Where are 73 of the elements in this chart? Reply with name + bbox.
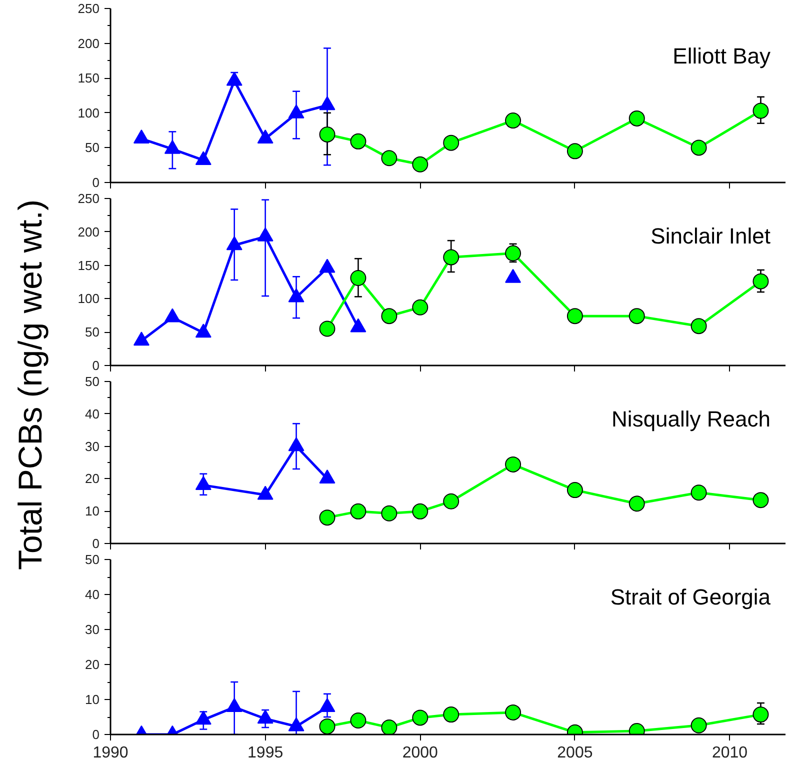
- point: [226, 236, 242, 250]
- x-tick-label: 2000: [402, 744, 438, 762]
- x-tick-label: 2005: [557, 744, 593, 762]
- y-tick-label: 40: [85, 406, 100, 422]
- point: [257, 227, 274, 242]
- text: Strait of Georgia: [610, 584, 772, 610]
- x-tick-label: 2010: [712, 744, 748, 762]
- y-tick-label: 100: [78, 105, 100, 120]
- point: [381, 505, 398, 522]
- y-tick-label: 100: [78, 291, 100, 306]
- point: [752, 492, 769, 508]
- point: [690, 318, 707, 334]
- point: [226, 72, 242, 86]
- point: [412, 156, 428, 172]
- point: [443, 493, 460, 510]
- point: [443, 134, 460, 151]
- text: Sinclair Inlet: [650, 224, 771, 248]
- y-tick-label: 50: [85, 140, 100, 156]
- point: [690, 140, 707, 156]
- y-tick-label: 0: [92, 358, 100, 373]
- y-tick-label: 20: [85, 471, 100, 486]
- y-tick-label: 50: [85, 552, 100, 567]
- y-tick-label: 40: [85, 587, 100, 602]
- y-tick-label: 200: [78, 36, 100, 51]
- point: [505, 268, 522, 283]
- point: [381, 150, 398, 166]
- point: [505, 112, 522, 129]
- point: [350, 133, 366, 150]
- y-tick-label: 0: [92, 727, 100, 742]
- y-tick-label: 150: [78, 258, 100, 273]
- point: [381, 308, 398, 324]
- y-tick-label: 10: [85, 504, 100, 519]
- y-tick-label: 250: [78, 1, 100, 16]
- y-tick-label: 30: [85, 438, 100, 454]
- point: [412, 299, 428, 316]
- y-tick-label: 0: [92, 536, 100, 551]
- point: [752, 273, 769, 290]
- point: [319, 470, 336, 484]
- point: [752, 102, 769, 119]
- point: [690, 484, 707, 501]
- y-tick-label: 50: [85, 324, 100, 340]
- y-tick-label: 0: [92, 175, 100, 190]
- y-tick-label: 30: [85, 622, 100, 637]
- x-tick-label: 1990: [92, 744, 128, 762]
- point: [350, 503, 366, 520]
- point: [412, 503, 428, 520]
- point: [288, 104, 304, 118]
- point: [505, 456, 522, 472]
- y-tick-label: 20: [85, 657, 100, 672]
- text: Nisqually Reach: [612, 406, 771, 432]
- y-tick-label: 150: [78, 70, 100, 86]
- point: [628, 308, 645, 324]
- point: [628, 110, 645, 126]
- point: [288, 288, 304, 302]
- y-tick-label: 50: [85, 374, 100, 389]
- point: [195, 476, 212, 490]
- point: [288, 437, 304, 452]
- point: [350, 270, 366, 286]
- point: [319, 510, 336, 526]
- point: [566, 482, 583, 498]
- point: [319, 126, 336, 142]
- point: [319, 96, 336, 110]
- point: [319, 320, 336, 337]
- y-tick-label: 200: [78, 224, 100, 240]
- y-tick-label: 250: [78, 191, 100, 206]
- point: [628, 496, 645, 512]
- x-tick-label: 1995: [248, 744, 284, 762]
- point: [566, 143, 583, 160]
- text: Elliott Bay: [672, 44, 771, 68]
- point: [319, 258, 336, 273]
- y-axis-title: Total PCBs (ng/g wet wt.): [10, 200, 50, 570]
- point: [566, 308, 583, 324]
- y-tick-label: 10: [85, 692, 100, 707]
